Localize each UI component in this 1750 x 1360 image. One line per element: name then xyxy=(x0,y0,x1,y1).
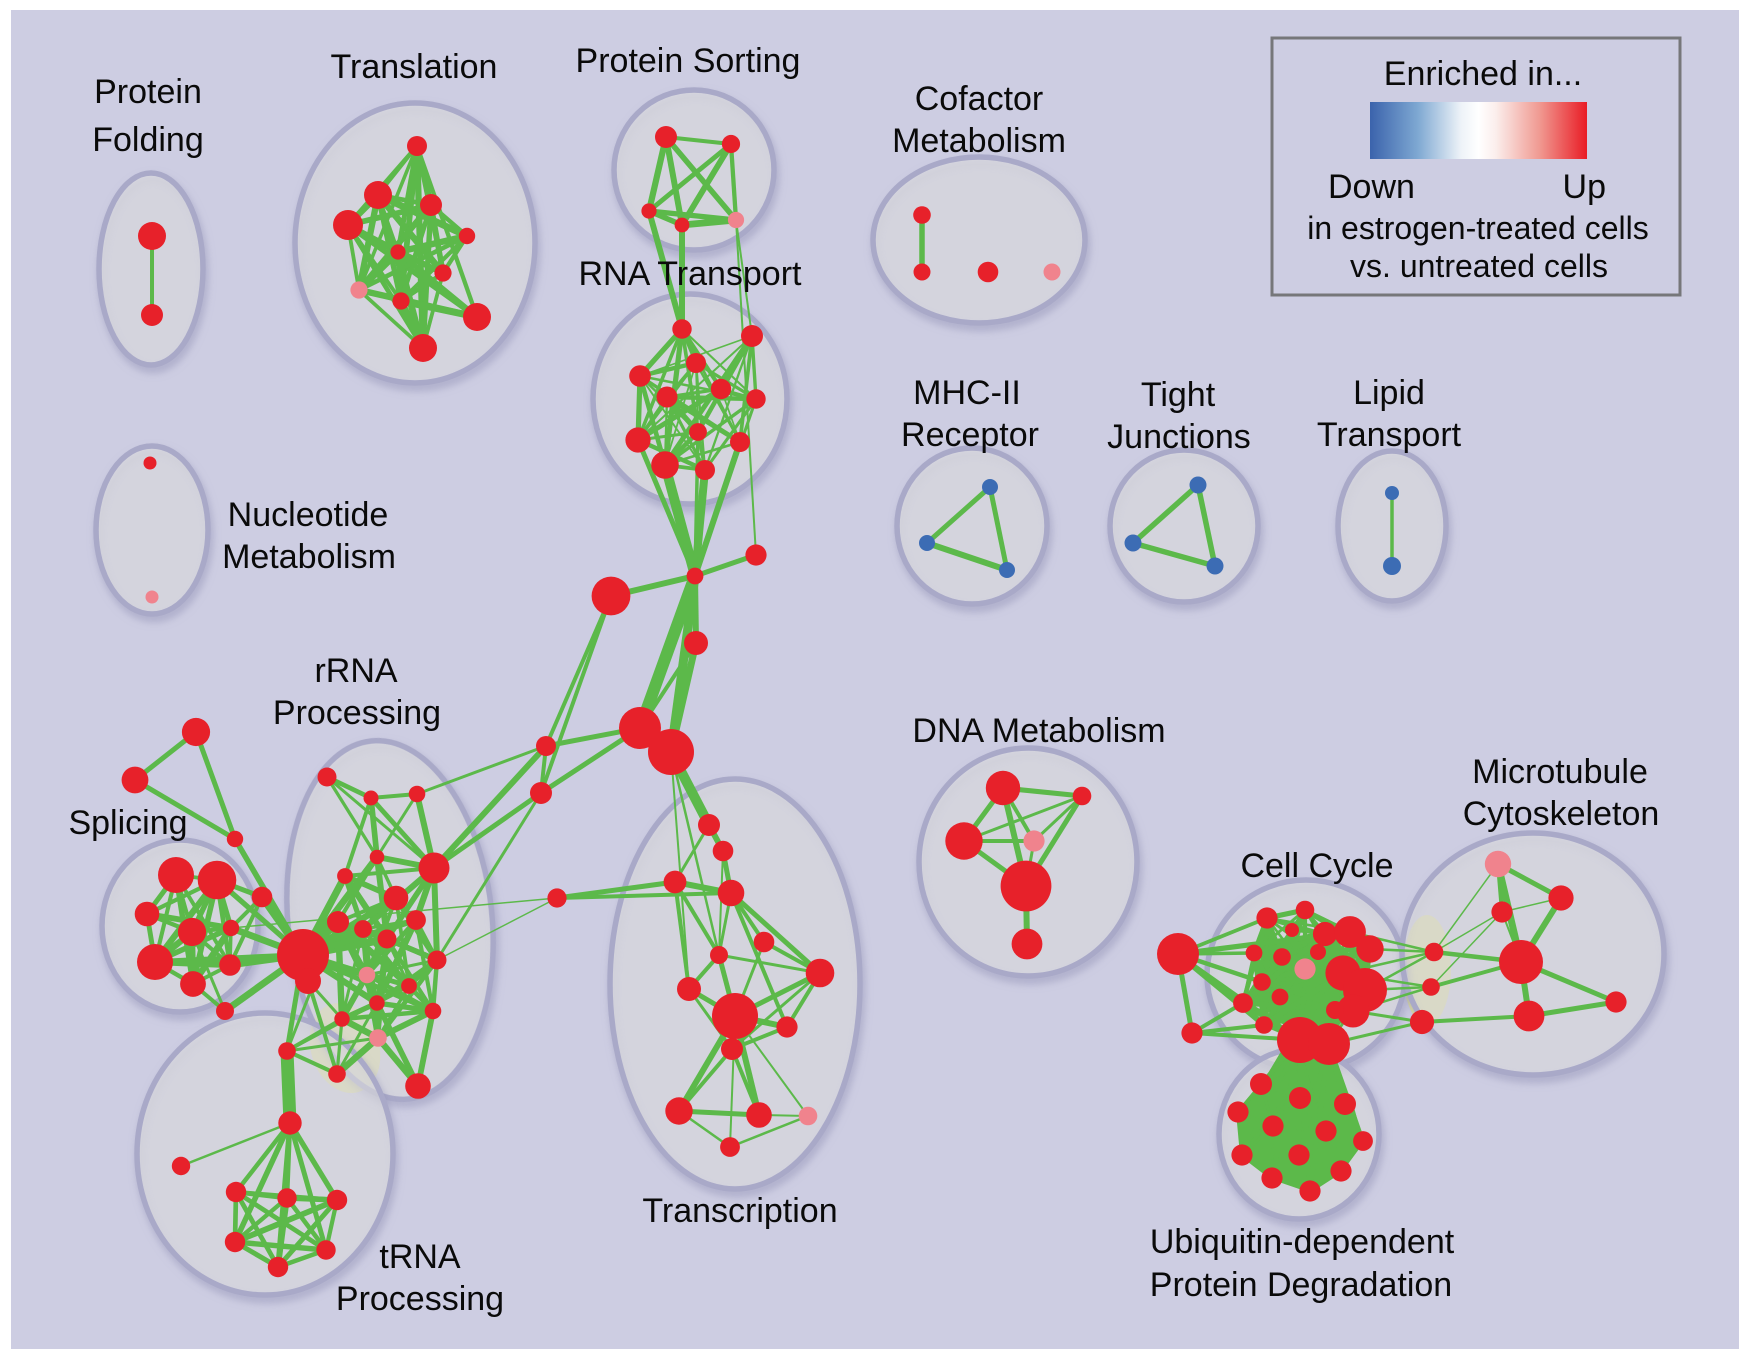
svg-text:Protein Sorting: Protein Sorting xyxy=(576,42,801,80)
svg-text:Cell Cycle: Cell Cycle xyxy=(1240,847,1393,885)
svg-text:Protein Degradation: Protein Degradation xyxy=(1150,1266,1452,1304)
svg-text:MHC-II: MHC-II xyxy=(913,374,1021,412)
svg-text:Transcription: Transcription xyxy=(642,1192,837,1230)
svg-text:rRNA: rRNA xyxy=(314,652,397,690)
svg-text:DNA Metabolism: DNA Metabolism xyxy=(912,712,1165,750)
svg-text:Translation: Translation xyxy=(331,48,498,86)
svg-text:Down: Down xyxy=(1328,168,1415,206)
svg-text:Enriched in...: Enriched in... xyxy=(1384,55,1582,93)
svg-text:Folding: Folding xyxy=(92,121,204,159)
svg-text:Processing: Processing xyxy=(336,1280,504,1318)
svg-text:Metabolism: Metabolism xyxy=(222,538,396,576)
svg-text:tRNA: tRNA xyxy=(379,1238,461,1276)
svg-text:Microtubule: Microtubule xyxy=(1472,753,1648,791)
svg-text:Cofactor: Cofactor xyxy=(915,80,1044,118)
svg-text:Metabolism: Metabolism xyxy=(892,122,1066,160)
svg-text:Protein: Protein xyxy=(94,73,202,111)
svg-text:Lipid: Lipid xyxy=(1353,374,1425,412)
svg-text:Receptor: Receptor xyxy=(901,416,1039,454)
svg-text:Transport: Transport xyxy=(1317,416,1462,454)
svg-text:RNA Transport: RNA Transport xyxy=(579,255,803,293)
svg-text:Junctions: Junctions xyxy=(1107,418,1251,456)
svg-text:vs. untreated cells: vs. untreated cells xyxy=(1350,248,1608,284)
svg-text:Nucleotide: Nucleotide xyxy=(228,496,389,534)
svg-text:Tight: Tight xyxy=(1141,376,1216,414)
svg-text:Splicing: Splicing xyxy=(68,804,187,842)
svg-text:Cytoskeleton: Cytoskeleton xyxy=(1463,795,1660,833)
svg-text:Up: Up xyxy=(1563,168,1606,206)
svg-text:Processing: Processing xyxy=(273,694,441,732)
svg-text:Ubiquitin-dependent: Ubiquitin-dependent xyxy=(1150,1223,1455,1261)
svg-text:in estrogen-treated cells: in estrogen-treated cells xyxy=(1307,210,1649,246)
